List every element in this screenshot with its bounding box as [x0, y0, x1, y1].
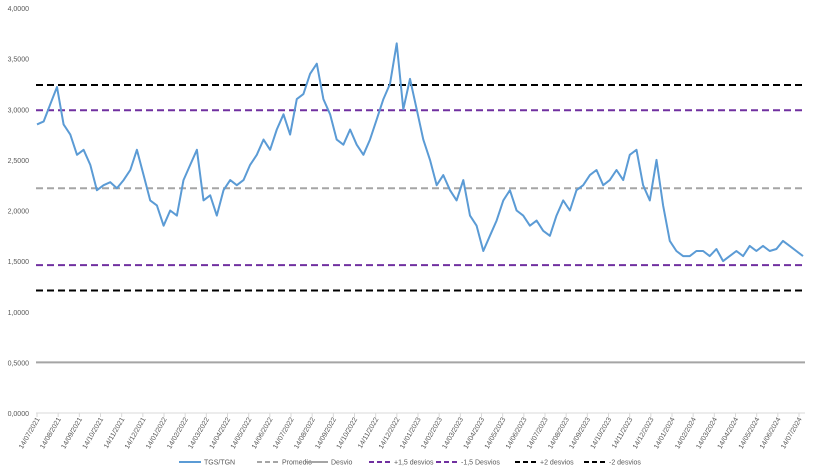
x-tick-label: 14/06/2024 [759, 416, 783, 450]
x-tick-label: 14/07/2022 [272, 416, 296, 450]
y-tick-label: 3,0000 [8, 107, 30, 114]
x-tick-label: 14/08/2022 [293, 416, 317, 450]
x-tick-label: 14/10/2022 [336, 416, 360, 450]
reference-lines [36, 83, 805, 364]
y-tick-label: 4,0000 [8, 6, 30, 13]
x-tick-label: 14/06/2022 [251, 416, 275, 450]
x-tick-label: 14/10/2023 [590, 416, 614, 450]
x-tick-label: 14/01/2024 [653, 416, 677, 450]
legend-label-4: -1,5 Desvios [461, 460, 500, 467]
x-tick-label: 14/09/2022 [314, 416, 338, 450]
y-tick-label: 1,0000 [8, 310, 30, 317]
series-line-0 [36, 42, 804, 263]
x-tick-label: 14/11/2023 [611, 416, 634, 449]
legend-label-2: Desvio [331, 460, 353, 467]
y-tick-label: 3,5000 [8, 57, 30, 64]
y-tick-label: 0,0000 [8, 411, 30, 418]
x-tick-label: 14/05/2023 [484, 416, 508, 450]
x-tick-label: 14/08/2021 [39, 416, 63, 450]
x-tick-label: 14/01/2023 [399, 416, 423, 450]
x-tick-label: 14/03/2022 [187, 416, 211, 450]
x-tick-label: 14/03/2024 [695, 416, 719, 450]
y-tick-label: 2,0000 [8, 209, 30, 216]
x-tick-label: 14/07/2024 [780, 416, 804, 450]
x-tick-label: 14/02/2023 [420, 416, 444, 450]
legend-label-5: +2 desvios [540, 460, 574, 467]
x-tick-label: 14/09/2021 [60, 416, 84, 450]
x-tick-label: 14/01/2022 [145, 416, 169, 450]
x-tick-label: 14/02/2024 [674, 416, 698, 450]
legend-label-3: +1,5 desvios [394, 460, 434, 467]
series-lines [36, 42, 804, 263]
y-tick-label: 2,5000 [8, 158, 30, 165]
x-tick-label: 14/07/2023 [526, 416, 550, 450]
x-tick-label: 14/04/2023 [463, 416, 487, 450]
y-tick-label: 1,5000 [8, 259, 30, 266]
x-tick-label: 14/11/2022 [357, 416, 380, 449]
legend-label-6: -2 desvios [609, 460, 641, 467]
x-tick-label: 14/12/2023 [632, 416, 656, 450]
x-tick-label: 14/05/2022 [230, 416, 254, 450]
x-tick-label: 14/06/2023 [505, 416, 529, 450]
x-tick-label: 14/07/2021 [18, 416, 42, 450]
x-tick-label: 14/10/2021 [82, 416, 106, 450]
x-tick-label: 14/08/2023 [547, 416, 571, 450]
x-tick-label: 14/12/2022 [378, 416, 402, 450]
x-tick-label: 14/04/2024 [717, 416, 741, 450]
x-tick-label: 14/09/2023 [568, 416, 592, 450]
legend: TGS/TGN Promedio Desvio +1,5 desvios -1,5 De… [179, 460, 641, 467]
x-tick-label: 14/02/2022 [166, 416, 190, 450]
legend-label-0: TGS/TGN [204, 460, 235, 467]
x-tick-label: 14/04/2022 [209, 416, 233, 450]
y-axis: 0,0000 0,5000 1,0000 1,5000 2,0000 2,5000 3,00… [8, 6, 30, 418]
legend-label-1: Promedio [282, 460, 312, 467]
x-tick-label: 14/11/2021 [103, 416, 126, 449]
x-tick-label: 14/03/2023 [441, 416, 465, 450]
x-tick-label: 14/12/2021 [124, 416, 148, 450]
x-axis: 14/07/202114/08/202114/09/202114/10/2021… [18, 412, 805, 450]
x-tick-label: 14/05/2024 [738, 416, 762, 450]
y-tick-label: 0,5000 [8, 360, 30, 367]
